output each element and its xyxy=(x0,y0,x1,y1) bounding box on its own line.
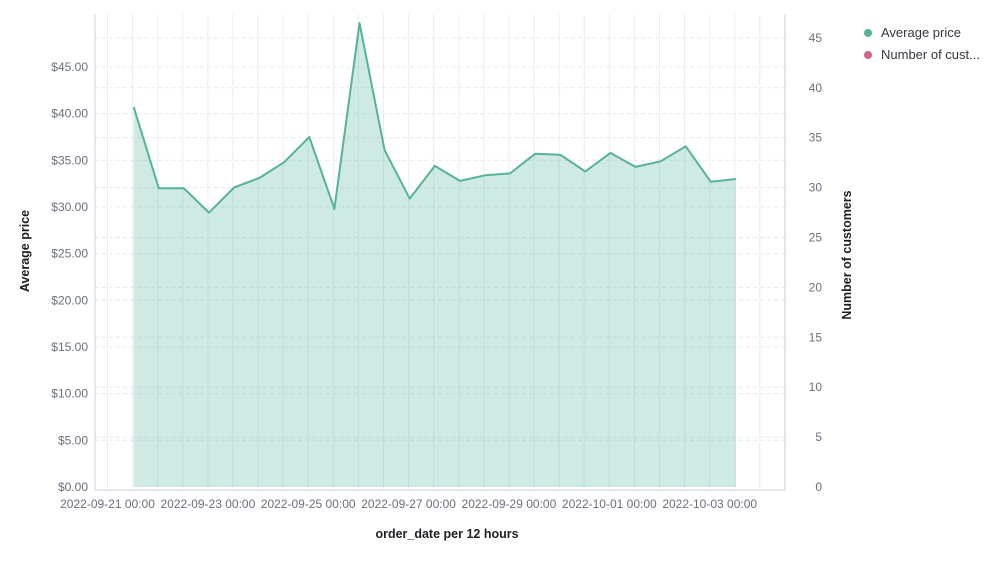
left-axis-tick: $20.00 xyxy=(51,293,88,307)
tick-labels: $0.00 $5.00 $10.00 $15.00 $20.00 $25.00 $30.00… xyxy=(51,31,822,511)
left-axis-tick: $40.00 xyxy=(51,107,88,121)
legend-label-average-price: Average price xyxy=(881,25,961,40)
left-axis-tick: $30.00 xyxy=(51,200,88,214)
left-axis-tick: $45.00 xyxy=(51,60,88,74)
right-axis-tick: 25 xyxy=(809,231,823,245)
left-axis-tick: $15.00 xyxy=(51,340,88,354)
x-axis-tick: 2022-10-01 00:00 xyxy=(562,497,657,511)
bottom-axis-title: order_date per 12 hours xyxy=(375,527,519,541)
right-axis-tick: 45 xyxy=(809,31,823,45)
right-axis-tick: 15 xyxy=(809,330,823,344)
right-axis-tick: 20 xyxy=(809,280,823,294)
x-axis-tick: 2022-09-29 00:00 xyxy=(462,497,557,511)
axis-lines xyxy=(94,14,786,491)
legend-label-number-of-customers: Number of cust... xyxy=(881,47,980,62)
x-axis-tick: 2022-09-27 00:00 xyxy=(361,497,456,511)
left-axis-tick: $5.00 xyxy=(58,433,88,447)
right-axis-tick: 5 xyxy=(815,430,822,444)
legend-swatch-number-of-customers-icon xyxy=(864,50,872,59)
left-axis-tick: $35.00 xyxy=(51,153,88,167)
right-axis-tick: 10 xyxy=(809,380,823,394)
right-axis-tick: 30 xyxy=(809,181,823,195)
x-axis-tick: 2022-09-21 00:00 xyxy=(60,497,155,511)
left-axis-tick: $10.00 xyxy=(51,387,88,401)
legend-item-average-price[interactable]: Average price xyxy=(864,25,980,40)
right-axis-tick: 35 xyxy=(809,131,823,145)
series-average-price xyxy=(132,22,737,487)
right-axis-tick: 40 xyxy=(809,81,823,95)
left-axis-tick: $25.00 xyxy=(51,247,88,261)
right-axis-tick: 0 xyxy=(815,480,822,494)
left-axis-title: Average price xyxy=(18,209,32,293)
gridlines xyxy=(95,14,786,490)
legend-item-number-of-customers[interactable]: Number of cust... xyxy=(864,47,980,62)
x-axis-tick: 2022-10-03 00:00 xyxy=(662,497,757,511)
left-axis-tick: $0.00 xyxy=(58,480,88,494)
legend-swatch-average-price-icon xyxy=(864,28,872,37)
x-axis-tick: 2022-09-25 00:00 xyxy=(261,497,356,511)
legend: Average price Number of cust... xyxy=(864,25,980,62)
x-axis-tick: 2022-09-23 00:00 xyxy=(161,497,256,511)
right-axis-title: Number of customers xyxy=(840,190,854,320)
